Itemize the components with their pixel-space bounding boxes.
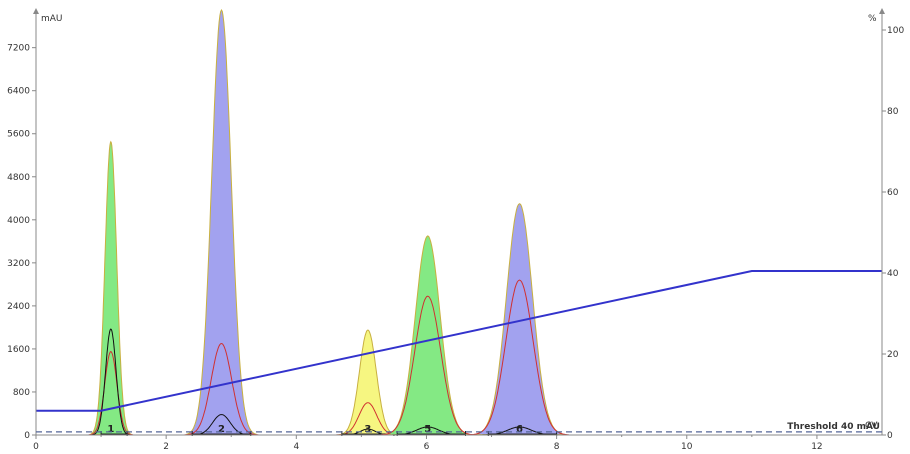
y-right-tick-label-100: 100 xyxy=(887,26,904,36)
y-left-tick-label-4000: 4000 xyxy=(7,216,30,226)
trace-layer xyxy=(36,270,882,412)
peak-area-1 xyxy=(89,140,133,436)
y-left-tick-label-0: 0 xyxy=(24,431,30,441)
y-left-tick-label-4800: 4800 xyxy=(7,173,30,183)
gradient-line xyxy=(36,270,882,412)
peak-number-2: 2 xyxy=(218,424,225,435)
y-left-tick-label-1600: 1600 xyxy=(7,345,30,355)
peak-black-trace-1 xyxy=(91,328,130,436)
x-tick-label-4: 4 xyxy=(293,442,299,452)
y-right-tick-label-40: 40 xyxy=(887,269,899,279)
y-left-tick-label-5600: 5600 xyxy=(7,130,30,140)
y-left-tick-label-3200: 3200 xyxy=(7,259,30,269)
y-right-tick-label-20: 20 xyxy=(887,350,899,360)
peak-area-3 xyxy=(337,329,399,436)
peak-red-trace-4 xyxy=(380,295,475,436)
y-right-tick-label-0: 0 xyxy=(887,431,893,441)
peak-area-2 xyxy=(186,8,257,435)
x-tick-label-2: 2 xyxy=(163,442,169,452)
y-axis-right-arrow xyxy=(879,8,885,14)
x-tick-label-12: 12 xyxy=(811,442,822,452)
tick-layer: 0 2 4 6 8 10 120800160024003200400048005600640… xyxy=(7,26,904,452)
peak-red-trace-5 xyxy=(470,279,569,436)
peak-red-trace-2 xyxy=(184,342,259,436)
x-tick-label-10: 10 xyxy=(681,442,693,452)
peak-number-1: 1 xyxy=(107,424,114,435)
y-left-tick-label-800: 800 xyxy=(13,388,30,398)
x-tick-label-6: 6 xyxy=(424,442,430,452)
peak-red-trace-1 xyxy=(88,351,134,436)
y-axis-left-label: mAU xyxy=(41,14,63,24)
y-right-tick-label-60: 60 xyxy=(887,188,899,198)
x-tick-label-0: 0 xyxy=(33,442,39,452)
x-axis-label: CV xyxy=(865,421,878,431)
peak-number-5: 6 xyxy=(516,424,523,435)
y-axis-right-label: % xyxy=(868,14,877,24)
threshold-label: Threshold 40 mAU xyxy=(787,422,880,432)
peak-layer: 1 2 3 5 6 xyxy=(88,8,569,436)
y-left-tick-label-2400: 2400 xyxy=(7,302,30,312)
y-left-tick-label-6400: 6400 xyxy=(7,87,30,97)
axis-layer: mAU % CV xyxy=(33,8,885,436)
peak-area-4 xyxy=(383,235,473,436)
peak-area-5 xyxy=(472,203,567,436)
peak-number-4: 5 xyxy=(424,424,431,435)
y-axis-left-arrow xyxy=(33,8,39,14)
x-tick-label-8: 8 xyxy=(554,442,560,452)
y-left-tick-label-7200: 7200 xyxy=(7,44,30,54)
peak-number-3: 3 xyxy=(364,424,371,435)
y-right-tick-label-80: 80 xyxy=(887,107,899,117)
